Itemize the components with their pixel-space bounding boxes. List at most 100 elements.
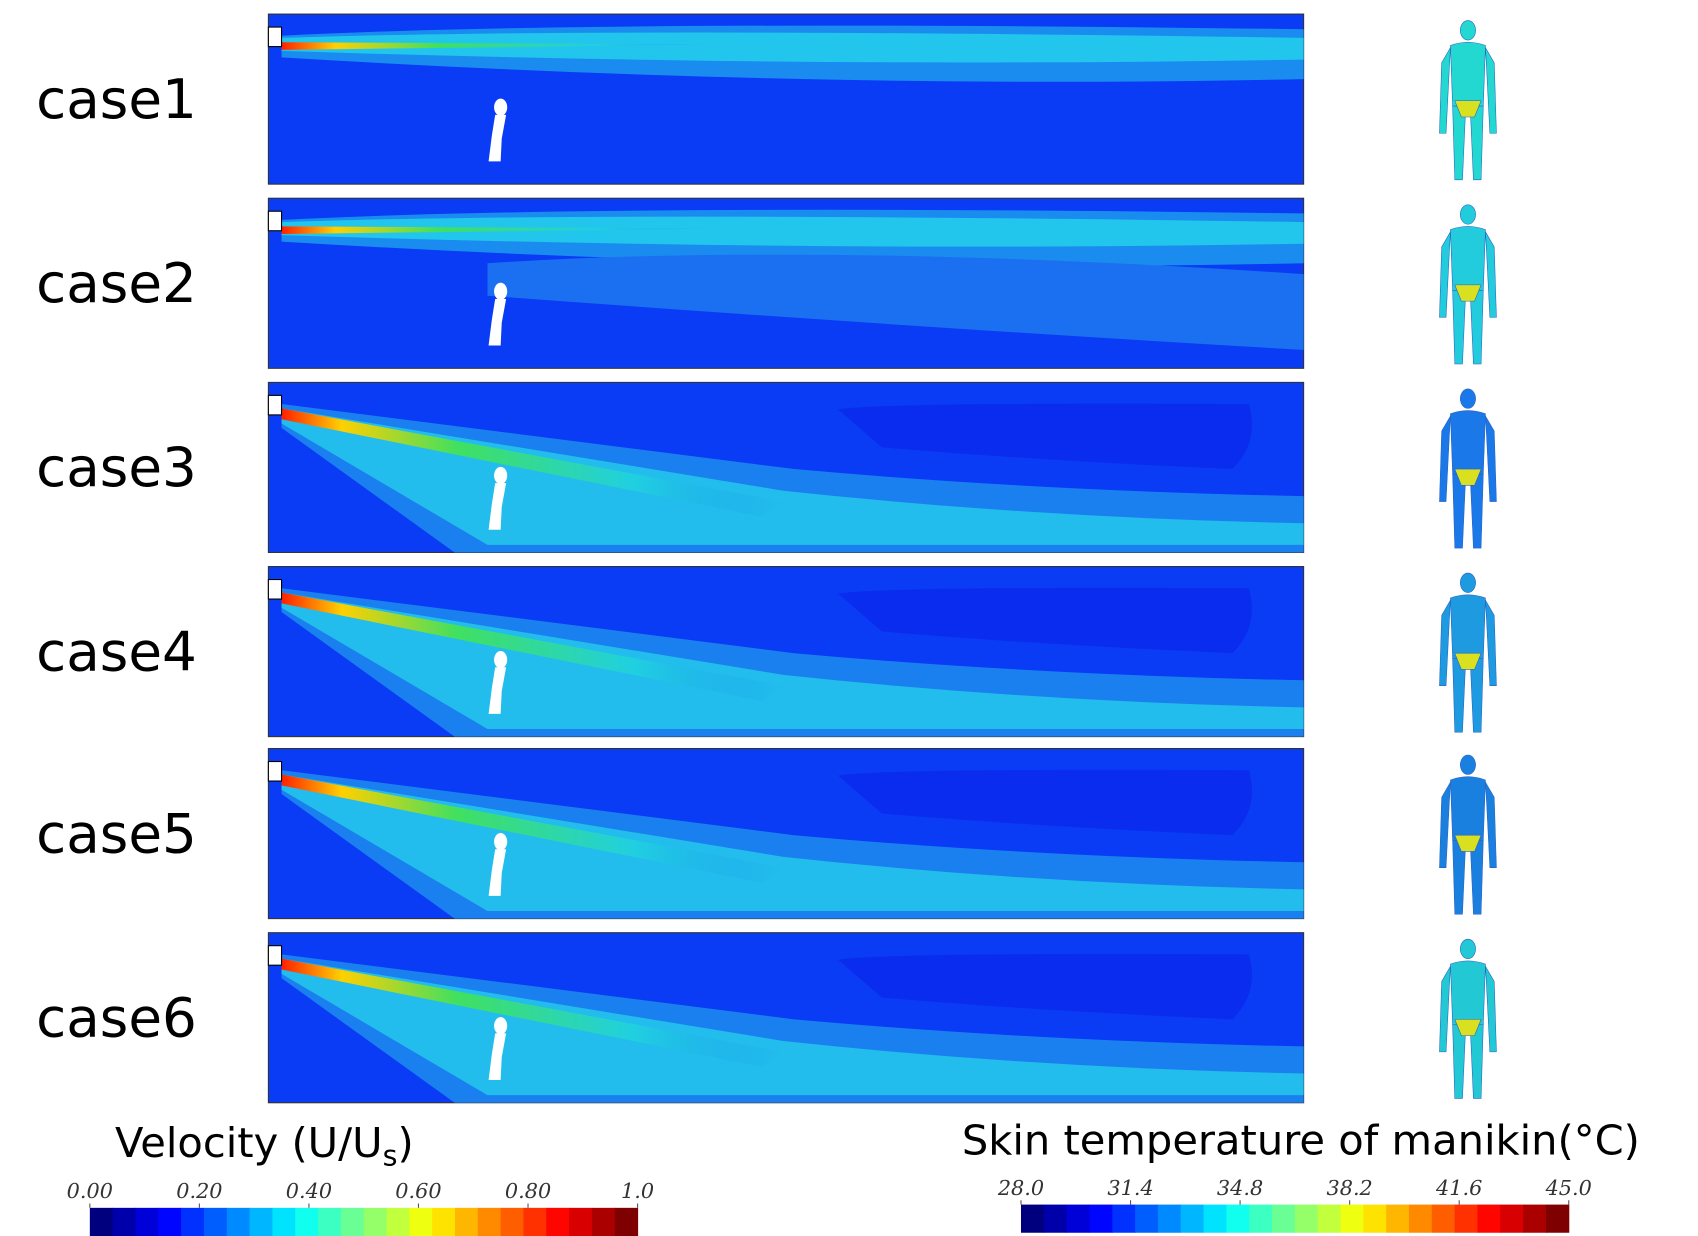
colorbar-segment: [295, 1208, 318, 1236]
manikin-torso: [1450, 961, 1485, 1025]
colorbar-segment: [1226, 1205, 1249, 1233]
manikin-head: [494, 833, 507, 850]
colorbar-segment: [1135, 1205, 1158, 1233]
flow-panel: [268, 382, 1303, 552]
figure: Velocity (U/Us) Skin temperature of mani…: [0, 0, 1698, 1236]
colorbar-segment: [90, 1208, 113, 1236]
manikin-head: [494, 651, 507, 668]
colorbar-tick-label: 1.0: [621, 1179, 654, 1203]
manikin-torso: [1450, 226, 1485, 290]
manikin-arm: [1439, 416, 1450, 502]
colorbar-segment: [1044, 1205, 1067, 1233]
manikin-arm: [1439, 600, 1450, 686]
colorbar-tick-label: 0.60: [395, 1179, 441, 1203]
manikin-head: [1460, 573, 1475, 592]
manikin-torso: [1450, 411, 1485, 475]
colorbar-segment: [318, 1208, 341, 1236]
colorbar-segment: [113, 1208, 136, 1236]
colorbar-segment: [592, 1208, 615, 1236]
colorbar-segment: [478, 1208, 501, 1236]
skin-manikin: [1439, 389, 1496, 548]
colorbar-segment: [455, 1208, 478, 1236]
skin-manikin: [1439, 939, 1496, 1098]
case-label: case4: [36, 620, 197, 684]
flow-panel: [268, 749, 1303, 919]
manikin-arm: [1439, 782, 1450, 868]
colorbar-segment: [204, 1208, 227, 1236]
manikin-arm: [1485, 48, 1496, 134]
colorbar-segment: [501, 1208, 524, 1236]
colorbar-segment: [1409, 1205, 1432, 1233]
inlet: [268, 211, 281, 230]
colorbar-segment: [569, 1208, 592, 1236]
flow-panel: [268, 567, 1303, 737]
temperature-title: Skin temperature of manikin(°C): [962, 1117, 1640, 1165]
manikin-head: [494, 283, 507, 300]
colorbar-tick-label: 34.8: [1217, 1176, 1263, 1200]
manikin-arm: [1485, 232, 1496, 318]
skin-manikin: [1439, 205, 1496, 364]
colorbar-segment: [272, 1208, 295, 1236]
colorbar-segment: [341, 1208, 364, 1236]
manikin-head: [1460, 939, 1475, 958]
manikin-head: [1460, 389, 1475, 408]
manikin-head: [494, 467, 507, 484]
inlet: [268, 395, 281, 414]
colorbar-tick-label: 0.20: [176, 1179, 222, 1203]
colorbar-segment: [1112, 1205, 1135, 1233]
colorbar-segment: [523, 1208, 546, 1236]
flow-panel: [268, 198, 1303, 368]
colorbar-segment: [1295, 1205, 1318, 1233]
colorbar-tick-label: 31.4: [1107, 1176, 1153, 1200]
colorbar-segment: [1181, 1205, 1204, 1233]
case-label: case6: [36, 986, 197, 1050]
flow-panel: [268, 933, 1303, 1103]
colorbar-segment: [1272, 1205, 1295, 1233]
inlet: [268, 27, 281, 46]
manikin-arm: [1439, 232, 1450, 318]
colorbar-segment: [181, 1208, 204, 1236]
manikin-arm: [1485, 782, 1496, 868]
colorbar-segment: [1500, 1205, 1523, 1233]
case-label: case3: [36, 436, 197, 500]
case-label: case1: [36, 67, 197, 131]
case-label: case5: [36, 802, 197, 866]
manikin-arm: [1485, 416, 1496, 502]
skin-manikin: [1439, 21, 1496, 180]
inlet: [268, 762, 281, 781]
manikin-head: [1460, 755, 1475, 774]
colorbar-segment: [158, 1208, 181, 1236]
colorbar-segment: [1386, 1205, 1409, 1233]
manikin-arm: [1439, 966, 1450, 1052]
colorbar-segment: [1432, 1205, 1455, 1233]
colorbar-segment: [1477, 1205, 1500, 1233]
colorbar-segment: [1341, 1205, 1364, 1233]
manikin-head: [1460, 21, 1475, 40]
colorbar-tick-label: 45.0: [1545, 1176, 1592, 1200]
colorbar-tick-label: 0.80: [505, 1179, 551, 1203]
colorbar-segment: [615, 1208, 638, 1236]
colorbar-segment: [1158, 1205, 1181, 1233]
colorbar-segment: [1523, 1205, 1546, 1233]
manikin-torso: [1450, 595, 1485, 659]
skin-manikin: [1439, 755, 1496, 914]
colorbar-segment: [364, 1208, 387, 1236]
colorbar-tick-label: 0.00: [67, 1179, 113, 1203]
colorbar-segment: [387, 1208, 410, 1236]
manikin-head: [1460, 205, 1475, 224]
colorbar-segment: [1546, 1205, 1569, 1233]
colorbar-segment: [1318, 1205, 1341, 1233]
colorbar-segment: [1363, 1205, 1386, 1233]
colorbar-segment: [135, 1208, 158, 1236]
manikin-head: [494, 99, 507, 116]
inlet: [268, 580, 281, 599]
inlet: [268, 946, 281, 965]
manikin-arm: [1485, 966, 1496, 1052]
colorbar-segment: [227, 1208, 250, 1236]
skin-manikin: [1439, 573, 1496, 732]
manikin-arm: [1439, 48, 1450, 134]
colorbar-segment: [1067, 1205, 1090, 1233]
colorbar-segment: [1021, 1205, 1044, 1233]
flow-panel: [268, 14, 1303, 184]
colorbar-tick-label: 41.6: [1435, 1176, 1482, 1200]
